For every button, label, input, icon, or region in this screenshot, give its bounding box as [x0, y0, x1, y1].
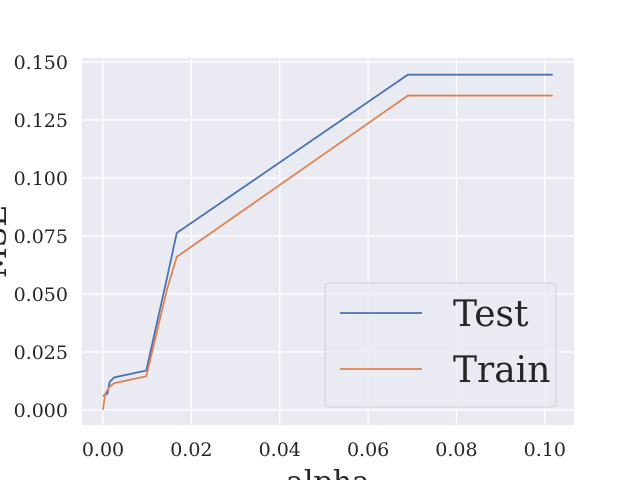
y-tick-label: 0.025: [14, 342, 68, 364]
legend-label: Test: [453, 294, 529, 335]
x-tick-label: 0.06: [347, 439, 389, 461]
y-tick-label: 0.125: [14, 110, 68, 132]
y-axis-label: MSE: [0, 205, 14, 278]
legend-box: [324, 282, 557, 408]
x-tick-label: 0.04: [259, 439, 301, 461]
line: [102, 94, 553, 411]
y-tick-label: 0.000: [14, 400, 68, 422]
x-tick-label: 0.02: [170, 439, 212, 461]
x-axis-label: alpha: [286, 465, 370, 480]
y-tick-label: 0.150: [14, 52, 68, 74]
y-tick-label: 0.050: [14, 284, 68, 306]
y-tick-label: 0.075: [14, 226, 68, 248]
x-tick-label: 0.00: [82, 439, 124, 461]
x-tick-label: 0.10: [524, 439, 566, 461]
x-tick-label: 0.08: [435, 439, 477, 461]
legend-label: Train: [453, 350, 550, 391]
y-tick-label: 0.100: [14, 168, 68, 190]
